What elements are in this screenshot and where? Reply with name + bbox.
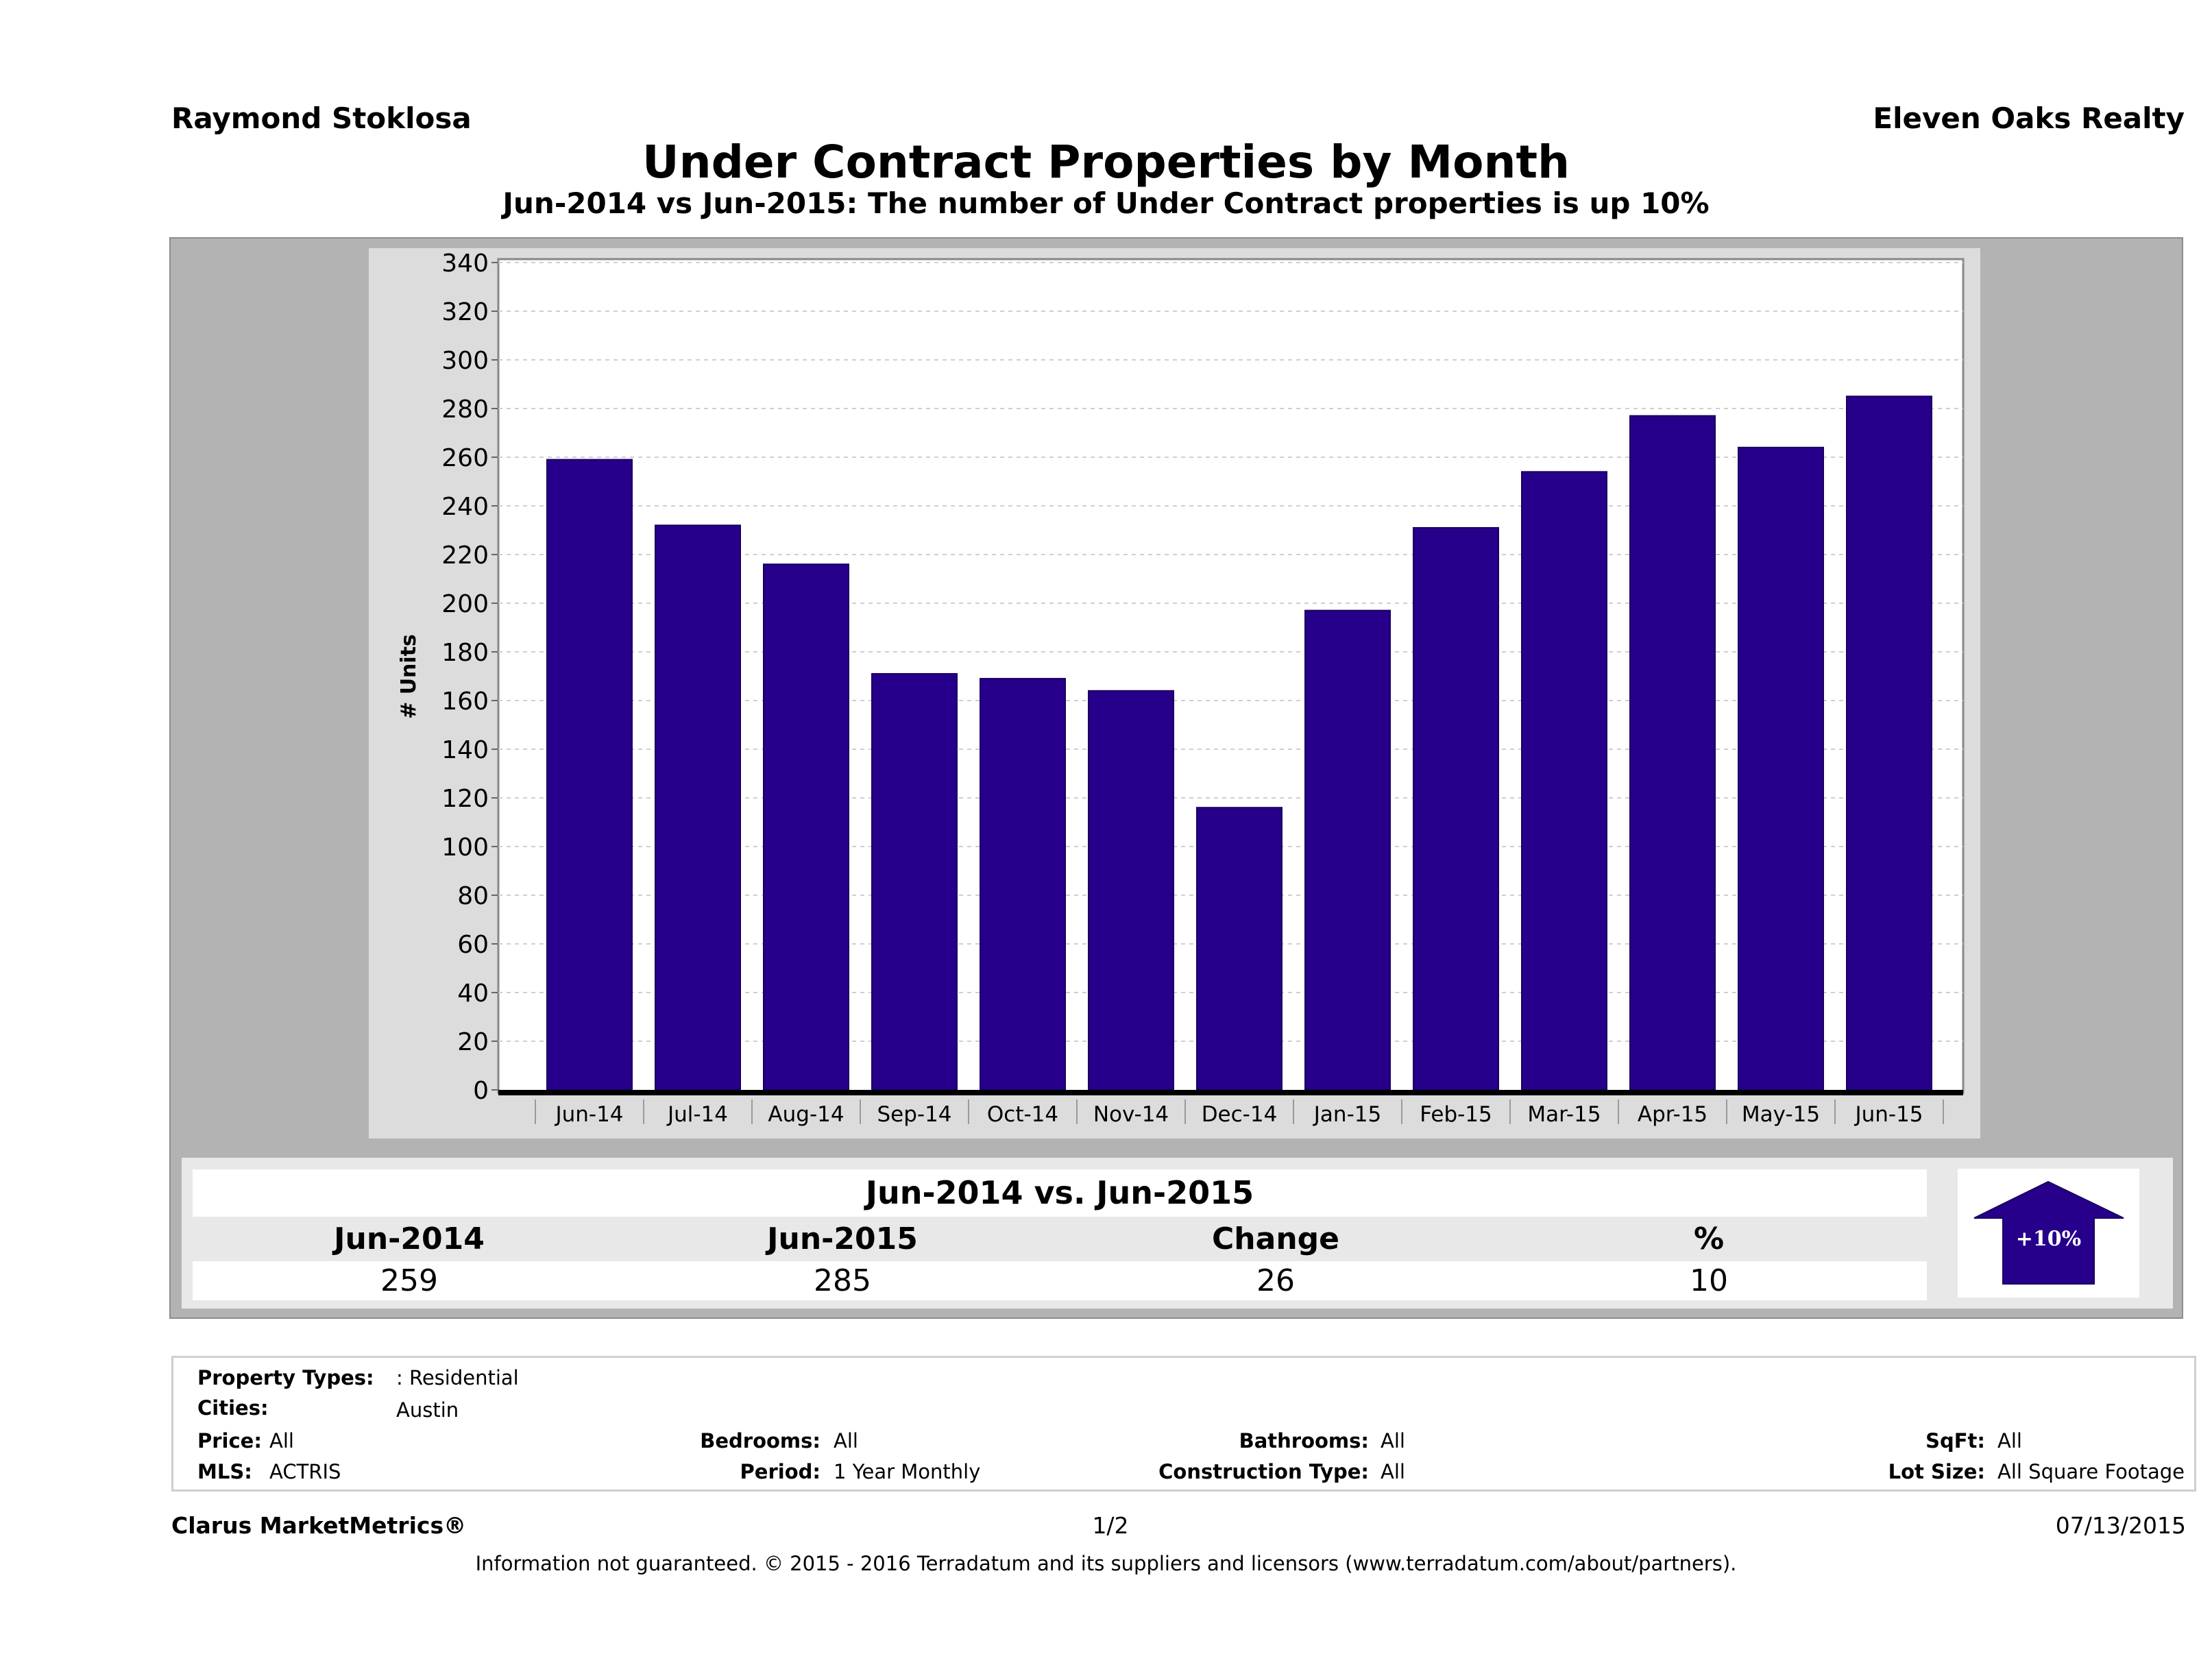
summary-value-percent: 10 bbox=[1690, 1263, 1728, 1298]
y-tick-label: 280 bbox=[441, 396, 489, 424]
filter-value-property-types: : Residential bbox=[396, 1366, 519, 1389]
x-tick-label: Nov-14 bbox=[1093, 1102, 1169, 1127]
y-axis-ticks: 0 20 40 60 80 100 120 140 160 180 200 220 240 260 280 3… bbox=[441, 250, 498, 1105]
y-tick-label: 200 bbox=[441, 590, 489, 618]
y-tick-label: 300 bbox=[441, 347, 489, 375]
report-subtitle: Jun-2014 vs Jun-2015: The number of Unde… bbox=[502, 186, 1710, 220]
y-tick-label: 320 bbox=[441, 298, 489, 326]
filter-label-construction-type: Construction Type: bbox=[1158, 1460, 1369, 1483]
summary-title: Jun-2014 vs. Jun-2015 bbox=[865, 1174, 1254, 1211]
agent-name: Raymond Stoklosa bbox=[171, 101, 472, 135]
bar-sep-14 bbox=[871, 672, 958, 1091]
x-tick-label: May-15 bbox=[1742, 1102, 1820, 1127]
change-badge-text: +10% bbox=[2015, 1227, 2082, 1251]
x-tick-label: Sep-14 bbox=[877, 1102, 951, 1127]
summary-header-jun-2014: Jun-2014 bbox=[334, 1221, 485, 1256]
filter-label-mls: MLS: bbox=[197, 1460, 252, 1483]
bar-oct-14 bbox=[980, 678, 1066, 1091]
x-tick-label: Jul-14 bbox=[666, 1102, 728, 1127]
y-tick-label: 340 bbox=[441, 250, 489, 278]
y-tick-label: 220 bbox=[441, 542, 489, 570]
y-tick-label: 60 bbox=[457, 931, 489, 959]
summary-header-jun-2015: Jun-2015 bbox=[767, 1221, 918, 1256]
y-tick-label: 0 bbox=[473, 1077, 489, 1105]
summary-value-change: 26 bbox=[1256, 1263, 1295, 1298]
x-tick-label: Oct-14 bbox=[987, 1102, 1058, 1127]
footer-brand: Clarus MarketMetrics® bbox=[171, 1512, 467, 1539]
filter-value-period: 1 Year Monthly bbox=[834, 1460, 981, 1483]
summary-header-percent: % bbox=[1693, 1221, 1725, 1256]
y-axis-label: # Units bbox=[397, 634, 421, 719]
bar-may-15 bbox=[1738, 446, 1824, 1091]
filter-label-sqft: SqFt: bbox=[1925, 1429, 1985, 1452]
x-tick-label: Mar-15 bbox=[1527, 1102, 1601, 1127]
bar-jun-15 bbox=[1846, 396, 1932, 1091]
x-axis-line bbox=[498, 1090, 1963, 1095]
filter-value-price: All bbox=[269, 1429, 294, 1452]
filter-value-sqft: All bbox=[1997, 1429, 2022, 1452]
bar-apr-15 bbox=[1629, 415, 1716, 1091]
filter-value-lot-size: All Square Footage bbox=[1997, 1460, 2185, 1483]
y-tick-label: 100 bbox=[441, 834, 489, 862]
y-tick-label: 80 bbox=[457, 882, 489, 910]
bar-chart: 0 20 40 60 80 100 120 140 160 180 200 220 240 260 280 3… bbox=[397, 250, 1965, 1127]
filter-label-period: Period: bbox=[740, 1460, 821, 1483]
x-tick-label: Jun-14 bbox=[554, 1102, 623, 1127]
x-tick-label: Apr-15 bbox=[1638, 1102, 1707, 1127]
y-tick-label: 180 bbox=[441, 639, 489, 667]
summary-title-row bbox=[193, 1169, 1927, 1217]
y-tick-label: 240 bbox=[441, 493, 489, 521]
y-tick-label: 140 bbox=[441, 736, 489, 764]
filter-label-bedrooms: Bedrooms: bbox=[700, 1429, 821, 1452]
bar-jul-14 bbox=[655, 524, 741, 1091]
bar-jun-14 bbox=[546, 459, 633, 1091]
x-tick-label: Jun-15 bbox=[1854, 1102, 1923, 1127]
bar-nov-14 bbox=[1088, 690, 1174, 1091]
filter-label-lot-size: Lot Size: bbox=[1888, 1460, 1985, 1483]
filter-label-price: Price: bbox=[197, 1429, 262, 1452]
report-title: Under Contract Properties by Month bbox=[642, 136, 1570, 189]
filter-value-mls: ACTRIS bbox=[269, 1460, 341, 1483]
summary-value-row bbox=[193, 1261, 1927, 1300]
filters-box bbox=[171, 1356, 2196, 1492]
summary-value-jun-2014: 259 bbox=[380, 1263, 438, 1298]
y-tick-label: 20 bbox=[457, 1028, 489, 1056]
y-tick-label: 160 bbox=[441, 688, 489, 716]
x-tick-label: Aug-14 bbox=[768, 1102, 844, 1127]
x-tick-label: Jan-15 bbox=[1313, 1102, 1381, 1127]
x-tick-label: Dec-14 bbox=[1202, 1102, 1278, 1127]
company-name: Eleven Oaks Realty bbox=[1873, 101, 2185, 135]
page-number: 1/2 bbox=[1092, 1512, 1129, 1539]
bar-jan-15 bbox=[1304, 609, 1391, 1091]
x-tick-label: Feb-15 bbox=[1420, 1102, 1492, 1127]
summary-header-change: Change bbox=[1212, 1221, 1339, 1256]
filter-label-cities: Cities: bbox=[197, 1396, 269, 1420]
bars bbox=[546, 396, 1932, 1091]
bar-dec-14 bbox=[1196, 807, 1283, 1091]
filter-value-cities: Austin bbox=[396, 1398, 459, 1422]
filter-value-construction-type: All bbox=[1381, 1460, 1405, 1483]
bar-mar-15 bbox=[1521, 471, 1607, 1091]
filter-label-property-types: Property Types: bbox=[197, 1366, 374, 1389]
bar-aug-14 bbox=[763, 563, 849, 1091]
y-tick-label: 120 bbox=[441, 785, 489, 813]
filter-value-bedrooms: All bbox=[834, 1429, 858, 1452]
disclaimer: Information not guaranteed. © 2015 - 201… bbox=[475, 1552, 1737, 1575]
filter-value-bathrooms: All bbox=[1381, 1429, 1405, 1452]
summary-value-jun-2015: 285 bbox=[814, 1263, 871, 1298]
arrow-up-icon bbox=[1973, 1180, 2124, 1285]
report-date: 07/13/2015 bbox=[2055, 1512, 2186, 1539]
y-tick-label: 40 bbox=[457, 980, 489, 1008]
filter-label-bathrooms: Bathrooms: bbox=[1239, 1429, 1369, 1452]
y-tick-label: 260 bbox=[441, 444, 489, 472]
bar-feb-15 bbox=[1413, 526, 1499, 1091]
x-axis-ticks: Jun-14 Jul-14 Aug-14 Sep-14 Oct-14 Nov-14 Dec-… bbox=[498, 1090, 1963, 1127]
